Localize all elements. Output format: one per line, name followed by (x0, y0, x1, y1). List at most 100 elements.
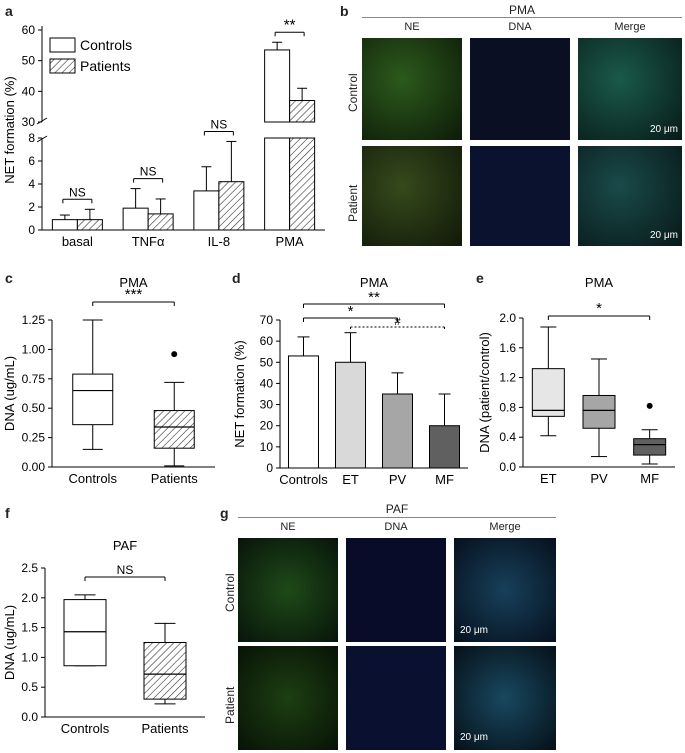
micrograph-g-control-dna (346, 538, 446, 642)
ytick-label-d: 70 (260, 313, 274, 327)
panel-g-col-merge: Merge (489, 521, 521, 533)
bar-a (264, 49, 291, 123)
bar-a (51, 219, 78, 231)
chart-a: 30 40 50 60 0 2 4 6 8 NET formation (%) basal NS TNF… (2, 16, 325, 249)
ytick-label-a: 2 (28, 200, 35, 214)
y-axis-label-e: DNA (patient/control) (477, 332, 492, 453)
ytick-label-c: 1.25 (22, 313, 46, 327)
bar-a (264, 137, 291, 231)
box-c (153, 410, 195, 449)
x-tick-label-f: Patients (142, 721, 189, 736)
ytick-label-a: 6 (28, 154, 35, 168)
sig-label-a: NS (69, 185, 86, 199)
ytick-label-f: 0.5 (21, 680, 38, 694)
sig-label-f: NS (117, 563, 134, 577)
chart-title-c: PMA (119, 275, 148, 290)
micrograph-b-control-merge (578, 38, 682, 140)
sig-label-e: * (596, 300, 602, 317)
x-tick-label-d: Controls (279, 472, 328, 487)
ytick-label-e: 2.0 (499, 311, 516, 325)
panel-b-col-dna: DNA (508, 21, 532, 33)
x-tick-label-e: PV (590, 471, 608, 486)
ytick-label-f: 1.5 (21, 621, 38, 635)
ytick-label-d: 10 (260, 440, 274, 454)
ytick-label-a: 8 (28, 131, 35, 145)
panel-e-letter: e (476, 270, 484, 286)
box-f (143, 642, 187, 700)
micrograph-g-control-ne (238, 538, 338, 642)
x-tick-label-c: Patients (151, 471, 198, 486)
x-tick-label-c: Controls (69, 471, 118, 486)
panel-b-scale-control: 20 μm (650, 124, 678, 135)
panel-g-title-rule (238, 517, 556, 518)
ytick-label-e: 0.8 (499, 400, 516, 414)
panel-g-scale-patient: 20 μm (460, 732, 488, 743)
panel-d-letter: d (232, 270, 241, 286)
micrograph-b-patient-dna (470, 146, 570, 246)
sig-label-d: ** (368, 289, 380, 306)
ytick-label-e: 0.4 (499, 430, 516, 444)
ytick-label-f: 2.5 (21, 561, 38, 575)
x-tick-label-a: TNFα (132, 234, 165, 249)
ytick-label-a: 50 (22, 54, 36, 68)
box-c (72, 373, 114, 426)
x-tick-label-a: IL-8 (208, 234, 230, 249)
micrograph-b-patient-merge (578, 146, 682, 246)
chart-c: PMA 0.00 0.25 0.50 0.75 1.00 1.25 DNA (ug/mL) Co… (2, 275, 215, 486)
x-tick-label-a: basal (62, 234, 93, 249)
box-e (582, 394, 616, 429)
bar-a (218, 181, 245, 231)
y-axis-label-f: DNA (ug/mL) (2, 605, 17, 680)
outlier-e (646, 402, 653, 409)
chart-title-e: PMA (585, 275, 614, 290)
x-tick-label-a: PMA (276, 234, 305, 249)
bar-d (335, 361, 366, 469)
legend-label-a: Patients (80, 58, 131, 74)
panel-g-row-control: Control (223, 573, 237, 612)
ytick-label-c: 1.00 (22, 342, 46, 356)
box-e (531, 368, 565, 417)
chart-e: PMA 0.0 0.4 0.8 1.2 1.6 2.0 DNA (patient/contro… (477, 275, 675, 486)
ytick-label-a: 40 (22, 84, 36, 98)
ytick-label-a: 0 (28, 223, 35, 237)
x-tick-label-d: ET (342, 472, 359, 487)
bar-a (289, 100, 316, 123)
ytick-label-c: 0.00 (22, 460, 46, 474)
y-axis-label-c: DNA (ug/mL) (2, 356, 17, 431)
axis-a-break-mark (36, 117, 48, 125)
box-e (633, 438, 667, 456)
legend-swatch-a (49, 58, 76, 74)
ytick-label-c: 0.75 (22, 372, 46, 386)
y-axis-label-d: NET formation (%) (232, 340, 247, 447)
ytick-label-d: 0 (266, 461, 273, 475)
chart-title-f: PAF (113, 538, 137, 553)
ytick-label-d: 50 (260, 355, 274, 369)
micrograph-b-patient-ne (362, 146, 462, 246)
panel-b-scale-patient: 20 μm (650, 230, 678, 241)
bar-d (288, 355, 319, 469)
bar-a (193, 190, 220, 231)
outlier-c (171, 351, 178, 358)
legend-swatch-a (49, 37, 76, 53)
ytick-label-d: 20 (260, 419, 274, 433)
micrograph-g-control-merge (454, 538, 556, 642)
sig-label-d: # (394, 316, 401, 328)
ytick-label-e: 0.0 (499, 460, 516, 474)
panel-b-title: PMA (508, 3, 535, 17)
x-tick-label-e: MF (640, 471, 659, 486)
panel-b-letter: b (340, 3, 349, 19)
bar-d (429, 425, 460, 469)
x-tick-label-e: ET (540, 471, 557, 486)
ytick-label-f: 1.0 (21, 650, 38, 664)
micrograph-g-patient-merge (454, 646, 556, 750)
chart-d: PMA 0 10 20 30 40 50 60 70 NET formation (%) Contr… (232, 275, 468, 487)
panel-f-letter: f (5, 505, 10, 521)
micrograph-b-control-dna (470, 38, 570, 140)
panel-a-letter: a (5, 3, 13, 19)
panel-b-row-control: Control (346, 73, 360, 112)
bar-d (382, 393, 413, 469)
axis-a-break-mark (36, 135, 48, 143)
ytick-label-e: 1.2 (499, 371, 516, 385)
ytick-label-a: 30 (22, 115, 36, 129)
panel-g-letter: g (220, 505, 229, 521)
